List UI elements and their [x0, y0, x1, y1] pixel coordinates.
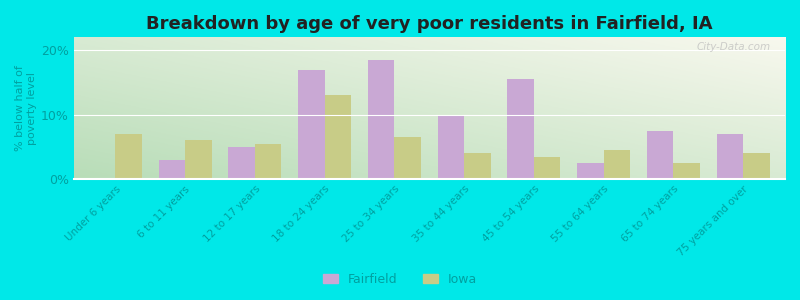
Bar: [604, 150, 630, 179]
Title: Breakdown by age of very poor residents in Fairfield, IA: Breakdown by age of very poor residents …: [146, 15, 713, 33]
Bar: [438, 115, 464, 179]
Text: City-Data.com: City-Data.com: [697, 42, 770, 52]
Y-axis label: % below half of
poverty level: % below half of poverty level: [15, 65, 37, 151]
Bar: [647, 131, 674, 179]
Legend: Fairfield, Iowa: Fairfield, Iowa: [318, 268, 482, 291]
Bar: [507, 79, 534, 179]
Bar: [185, 140, 212, 179]
Bar: [394, 137, 421, 179]
Bar: [115, 134, 142, 179]
Bar: [255, 144, 282, 179]
Bar: [577, 163, 604, 179]
Bar: [717, 134, 743, 179]
Bar: [228, 147, 255, 179]
Bar: [743, 153, 770, 179]
Bar: [368, 60, 394, 179]
Bar: [534, 157, 560, 179]
Bar: [298, 70, 325, 179]
Bar: [158, 160, 185, 179]
Bar: [464, 153, 490, 179]
Bar: [674, 163, 700, 179]
Bar: [325, 95, 351, 179]
